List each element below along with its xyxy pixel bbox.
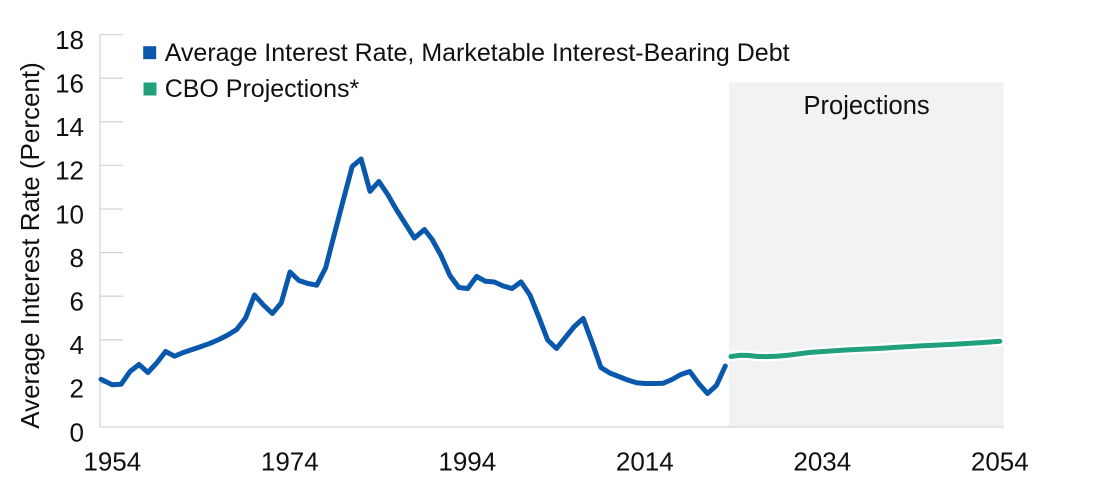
svg-text:2: 2 <box>70 374 84 404</box>
svg-text:10: 10 <box>55 199 84 229</box>
svg-text:2034: 2034 <box>793 446 851 476</box>
svg-text:8: 8 <box>70 243 84 273</box>
svg-text:2054: 2054 <box>971 446 1029 476</box>
svg-text:14: 14 <box>55 112 84 142</box>
svg-text:2014: 2014 <box>616 446 674 476</box>
svg-text:1954: 1954 <box>83 446 141 476</box>
svg-text:16: 16 <box>55 69 84 99</box>
svg-text:CBO Projections*: CBO Projections* <box>165 75 360 103</box>
svg-text:18: 18 <box>55 25 84 55</box>
svg-text:0: 0 <box>70 417 84 447</box>
svg-text:12: 12 <box>55 156 84 186</box>
svg-text:1994: 1994 <box>438 446 496 476</box>
svg-text:Average Interest Rate (Percent: Average Interest Rate (Percent) <box>15 62 45 429</box>
svg-text:6: 6 <box>70 287 84 317</box>
svg-text:Average Interest Rate, Marketa: Average Interest Rate, Marketable Intere… <box>165 39 790 67</box>
svg-text:1974: 1974 <box>261 446 319 476</box>
svg-text:4: 4 <box>70 330 84 360</box>
svg-text:Projections: Projections <box>804 92 930 120</box>
